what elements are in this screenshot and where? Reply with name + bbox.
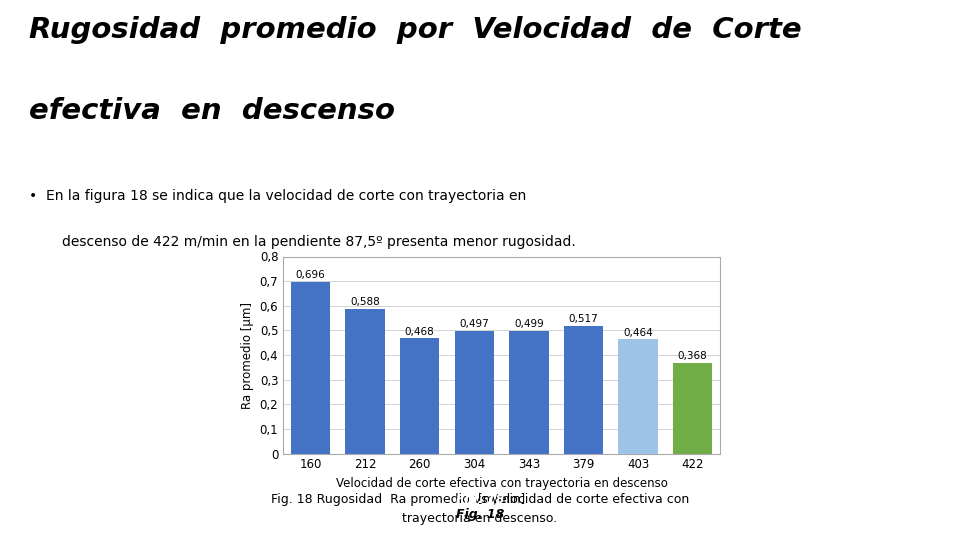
Text: •  En la figura 18 se indica que la velocidad de corte con trayectoria en: • En la figura 18 se indica que la veloc…	[29, 189, 526, 203]
Text: efectiva  en  descenso: efectiva en descenso	[29, 97, 395, 125]
Text: Fig. 18: Fig. 18	[456, 494, 504, 507]
Bar	[400, 338, 440, 454]
Text: 0,464: 0,464	[623, 328, 653, 338]
Bar	[509, 330, 548, 454]
Text: 0,468: 0,468	[405, 327, 435, 336]
Bar	[291, 282, 330, 454]
Bar	[564, 326, 603, 454]
Text: descenso de 422 m/min en la pendiente 87,5º presenta menor rugosidad.: descenso de 422 m/min en la pendiente 87…	[62, 235, 576, 249]
Text: trayectoria en descenso.: trayectoria en descenso.	[402, 512, 558, 525]
Bar	[455, 331, 494, 454]
Text: 0,696: 0,696	[296, 271, 325, 280]
Text: Fig. 18 Rugosidad  Ra promedio vs velocidad de corte efectiva con: Fig. 18 Rugosidad Ra promedio vs velocid…	[271, 508, 689, 521]
Text: Fig. 18 Rugosidad  Ra promedio vs velocidad de corte efectiva con: Fig. 18 Rugosidad Ra promedio vs velocid…	[271, 494, 689, 507]
X-axis label: Velocidad de corte efectiva con trayectoria en descenso
[m/min]: Velocidad de corte efectiva con trayecto…	[336, 477, 667, 505]
Bar	[618, 339, 658, 454]
Text: 0,368: 0,368	[678, 351, 708, 361]
Y-axis label: Ra promedio [µm]: Ra promedio [µm]	[241, 301, 254, 409]
Text: 0,497: 0,497	[460, 320, 490, 329]
Text: 0,499: 0,499	[514, 319, 543, 329]
Bar	[346, 309, 385, 454]
Text: 0,517: 0,517	[568, 314, 598, 325]
Text: 0,588: 0,588	[350, 297, 380, 307]
Text: Fig. 18: Fig. 18	[456, 508, 504, 521]
Bar	[673, 363, 712, 454]
Text: Rugosidad  promedio  por  Velocidad  de  Corte: Rugosidad promedio por Velocidad de Cort…	[29, 16, 802, 44]
